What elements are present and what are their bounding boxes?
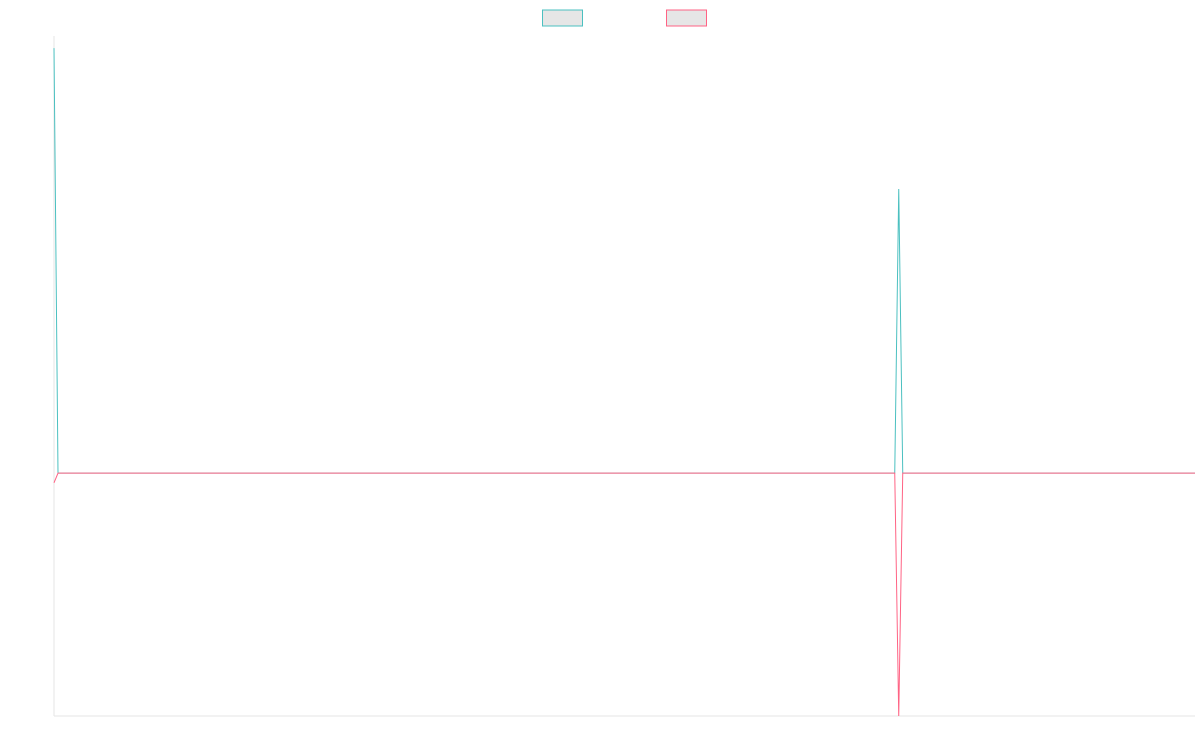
legend[interactable] bbox=[542, 9, 707, 27]
series-line-2 bbox=[53, 472, 1195, 717]
legend-swatch-2[interactable] bbox=[666, 9, 707, 27]
plot-area bbox=[53, 48, 1195, 717]
series-line-1 bbox=[53, 48, 1195, 474]
legend-swatch-1[interactable] bbox=[542, 9, 583, 27]
axes bbox=[53, 36, 1195, 717]
